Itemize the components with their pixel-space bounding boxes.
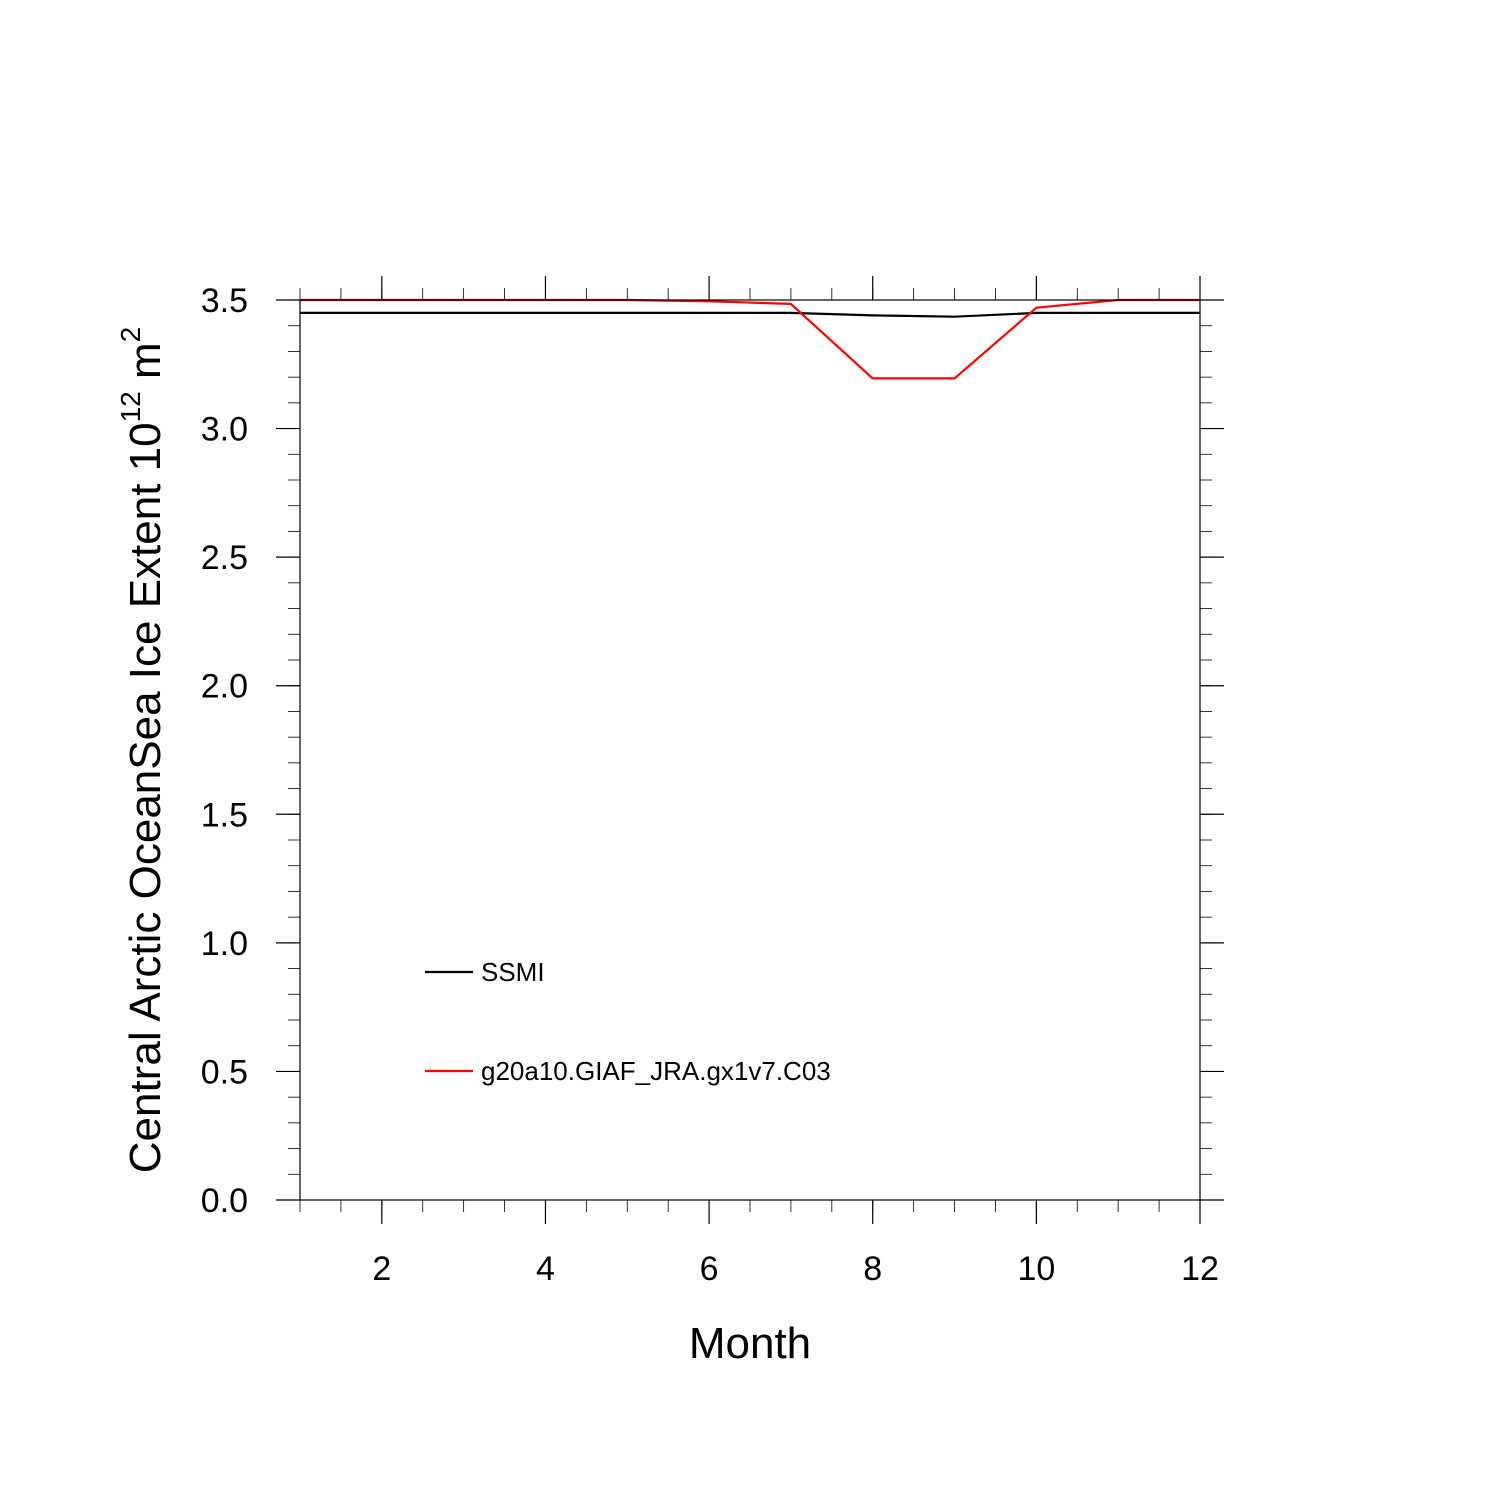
y-tick-label: 1.0 xyxy=(201,925,248,963)
legend-label: SSMI xyxy=(481,957,545,987)
legend-label: g20a10.GIAF_JRA.gx1v7.C03 xyxy=(481,1056,831,1086)
x-tick-label: 4 xyxy=(536,1250,555,1288)
series-line-ssmi xyxy=(300,311,1200,318)
x-axis-title: Month xyxy=(689,1319,811,1368)
y-tick-label: 3.5 xyxy=(201,282,248,320)
y-tick-label: 0.5 xyxy=(201,1053,248,1091)
plot-frame xyxy=(299,299,1201,1201)
y-tick-label: 2.5 xyxy=(201,539,248,577)
y-axis-title-exponent: 12 xyxy=(115,391,146,422)
legend: SSMI g20a10.GIAF_JRA.gx1v7.C03 xyxy=(425,957,831,1086)
y-tick-label: 3.0 xyxy=(201,411,248,449)
y-axis-title: Central Arctic OceanSea Ice Extent 1012 … xyxy=(115,327,170,1173)
y-tick-label: 2.0 xyxy=(201,668,248,706)
tick-labels: 0.0 0.5 1.0 1.5 2.0 2.5 3.0 3.5 2 4 6 8 10 12 xyxy=(201,282,1219,1288)
series-line-model xyxy=(300,298,1200,380)
x-tick-label: 2 xyxy=(372,1250,391,1288)
x-tick-label: 6 xyxy=(700,1250,719,1288)
x-tick-label: 12 xyxy=(1181,1250,1219,1288)
x-tick-label: 8 xyxy=(863,1250,882,1288)
axis-ticks xyxy=(276,276,1224,1224)
y-axis-title-unit: m xyxy=(121,342,170,391)
y-tick-label: 0.0 xyxy=(201,1182,248,1220)
y-tick-label: 1.5 xyxy=(201,796,248,834)
x-tick-label: 10 xyxy=(1017,1250,1055,1288)
series-lines xyxy=(300,298,1200,380)
y-axis-title-unit-exponent: 2 xyxy=(115,327,146,343)
y-axis-title-main: Central Arctic OceanSea Ice Extent 10 xyxy=(121,422,170,1173)
